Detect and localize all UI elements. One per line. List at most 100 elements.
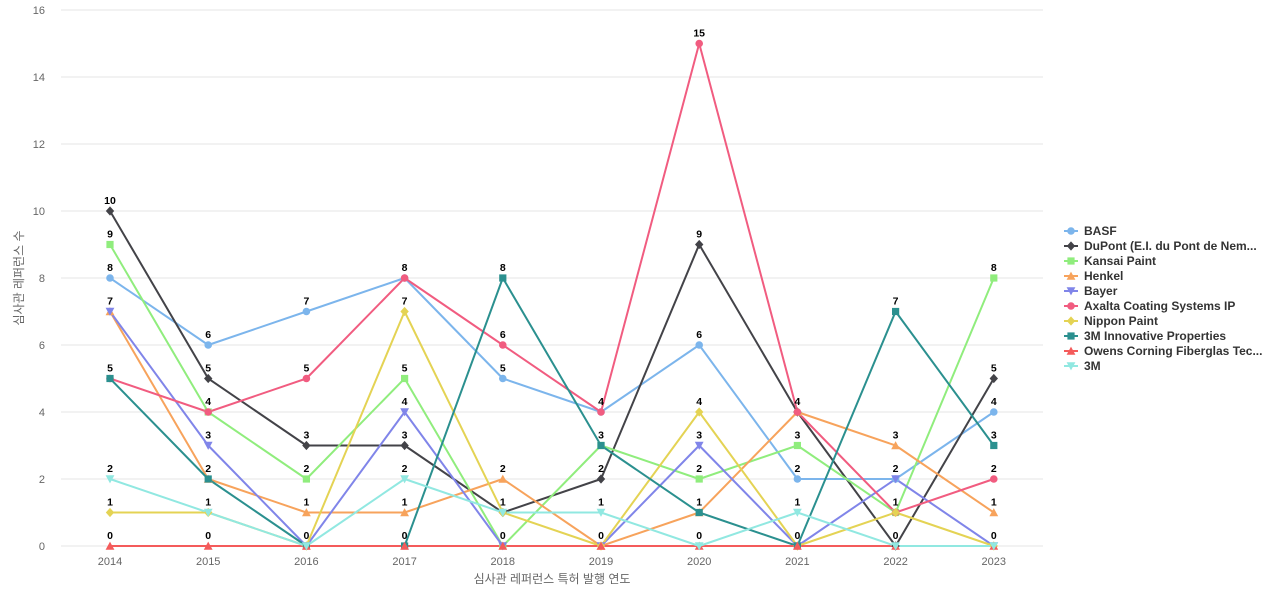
data-label: 5 xyxy=(107,363,113,375)
data-label: 1 xyxy=(303,497,309,509)
data-label: 3 xyxy=(402,430,408,442)
x-tick-label: 2015 xyxy=(196,556,220,568)
data-point-kansai-paint xyxy=(302,475,310,483)
legend-symbol-bayer xyxy=(1066,287,1076,296)
data-point-basf xyxy=(695,341,703,349)
data-point-axalta-coating-systems-ip xyxy=(793,408,802,416)
data-label: 2 xyxy=(107,463,113,475)
legend-label: Henkel xyxy=(1084,269,1123,283)
data-label: 0 xyxy=(303,530,309,542)
data-label-layer: 1098752106543210753210875432108652104321… xyxy=(104,28,997,543)
x-tick-label: 2023 xyxy=(982,556,1006,568)
legend-item-henkel[interactable]: Henkel xyxy=(1064,269,1123,283)
data-label: 0 xyxy=(205,530,211,542)
data-point-3m-innovative-properties xyxy=(695,508,703,517)
data-label: 3 xyxy=(303,430,309,442)
data-label: 4 xyxy=(402,396,408,408)
marker-layer xyxy=(105,39,999,551)
legend-item-kansai-paint[interactable]: Kansai Paint xyxy=(1064,254,1156,268)
legend-symbol-3m-innovative-properties xyxy=(1067,332,1075,340)
data-label: 0 xyxy=(500,530,506,542)
data-point-3m xyxy=(302,542,311,551)
data-point-basf xyxy=(204,341,212,349)
data-point-3m xyxy=(989,542,999,551)
legend-symbol-kansai-paint xyxy=(1067,257,1075,265)
data-label: 0 xyxy=(107,530,113,542)
data-point-axalta-coating-systems-ip xyxy=(597,408,605,416)
legend-symbol-owens-corning-fiberglas-tec xyxy=(1066,346,1076,355)
data-label: 6 xyxy=(500,329,506,341)
legend-item-3m[interactable]: 3M xyxy=(1064,359,1101,373)
data-label: 5 xyxy=(402,363,408,375)
data-point-owens-corning-fiberglas-tec xyxy=(793,541,802,550)
series-layer xyxy=(109,42,995,547)
data-label: 2 xyxy=(303,463,309,475)
data-label: 8 xyxy=(500,262,506,274)
data-point-kansai-paint xyxy=(106,240,114,249)
y-tick-label: 0 xyxy=(39,541,45,553)
data-label: 1 xyxy=(991,497,997,509)
data-point-dupont-e-i-du-pont-de-nem xyxy=(596,474,606,484)
data-label: 8 xyxy=(991,262,997,274)
legend-label: DuPont (E.I. du Pont de Nem... xyxy=(1084,239,1257,253)
x-tick-label: 2019 xyxy=(589,556,613,568)
data-label: 1 xyxy=(402,497,408,509)
data-point-basf xyxy=(499,374,507,383)
data-point-henkel xyxy=(989,508,999,517)
data-point-dupont-e-i-du-pont-de-nem xyxy=(105,206,115,216)
data-point-3m xyxy=(400,475,409,484)
data-label: 2 xyxy=(598,463,604,475)
legend-item-bayer[interactable]: Bayer xyxy=(1064,284,1118,298)
data-point-3m xyxy=(793,508,802,517)
axis-layer: 심사관 레퍼런스 특허 발행 연도 심사관 레퍼런스 수 02468101214… xyxy=(12,5,1006,586)
data-point-3m-innovative-properties xyxy=(990,441,998,450)
data-label: 2 xyxy=(205,463,211,475)
legend-item-3m-innovative-properties[interactable]: 3M Innovative Properties xyxy=(1064,329,1226,343)
x-tick-label: 2022 xyxy=(883,556,907,568)
legend-item-dupont-e-i-du-pont-de-nem[interactable]: DuPont (E.I. du Pont de Nem... xyxy=(1064,239,1257,253)
data-label: 5 xyxy=(991,363,997,375)
legend-label: 3M Innovative Properties xyxy=(1084,329,1226,343)
legend-label: Nippon Paint xyxy=(1084,314,1158,328)
data-point-nippon-paint xyxy=(891,507,900,518)
data-point-dupont-e-i-du-pont-de-nem xyxy=(400,440,409,451)
series-line-axalta-coating-systems-ip xyxy=(109,42,995,514)
y-tick-label: 14 xyxy=(33,72,45,84)
legend-label: 3M xyxy=(1084,359,1101,373)
data-point-owens-corning-fiberglas-tec xyxy=(596,541,606,550)
legend-item-nippon-paint[interactable]: Nippon Paint xyxy=(1064,314,1158,328)
data-point-axalta-coating-systems-ip xyxy=(695,39,703,48)
data-point-3m xyxy=(596,508,606,517)
data-point-henkel xyxy=(891,441,900,450)
data-label: 1 xyxy=(500,497,506,509)
y-tick-label: 10 xyxy=(33,206,45,218)
data-point-owens-corning-fiberglas-tec xyxy=(498,541,508,550)
series-line-kansai-paint xyxy=(109,243,995,547)
legend-item-owens-corning-fiberglas-tec[interactable]: Owens Corning Fiberglas Tec... xyxy=(1064,344,1262,358)
data-label: 0 xyxy=(402,530,408,542)
data-label: 3 xyxy=(893,430,899,442)
data-point-dupont-e-i-du-pont-de-nem xyxy=(989,373,998,384)
data-point-3m-innovative-properties xyxy=(106,374,114,383)
data-point-3m xyxy=(498,508,508,517)
data-point-3m xyxy=(891,542,900,551)
data-label: 6 xyxy=(205,329,211,341)
legend-item-basf[interactable]: BASF xyxy=(1064,224,1117,238)
data-label: 2 xyxy=(500,463,506,475)
data-label: 7 xyxy=(402,296,408,308)
data-label: 9 xyxy=(107,229,113,241)
data-label: 1 xyxy=(107,497,113,509)
data-point-basf xyxy=(793,475,802,483)
data-point-bayer xyxy=(400,408,409,417)
data-label: 4 xyxy=(598,396,604,408)
y-axis-title: 심사관 레퍼런스 수 xyxy=(12,231,26,326)
data-point-owens-corning-fiberglas-tec xyxy=(203,541,213,550)
data-point-3m-innovative-properties xyxy=(204,475,212,483)
data-label: 0 xyxy=(696,530,702,542)
series-line-henkel xyxy=(109,310,995,547)
legend-item-axalta-coating-systems-ip[interactable]: Axalta Coating Systems IP xyxy=(1064,299,1235,313)
data-point-henkel xyxy=(498,474,508,483)
legend-label: Axalta Coating Systems IP xyxy=(1084,299,1235,313)
